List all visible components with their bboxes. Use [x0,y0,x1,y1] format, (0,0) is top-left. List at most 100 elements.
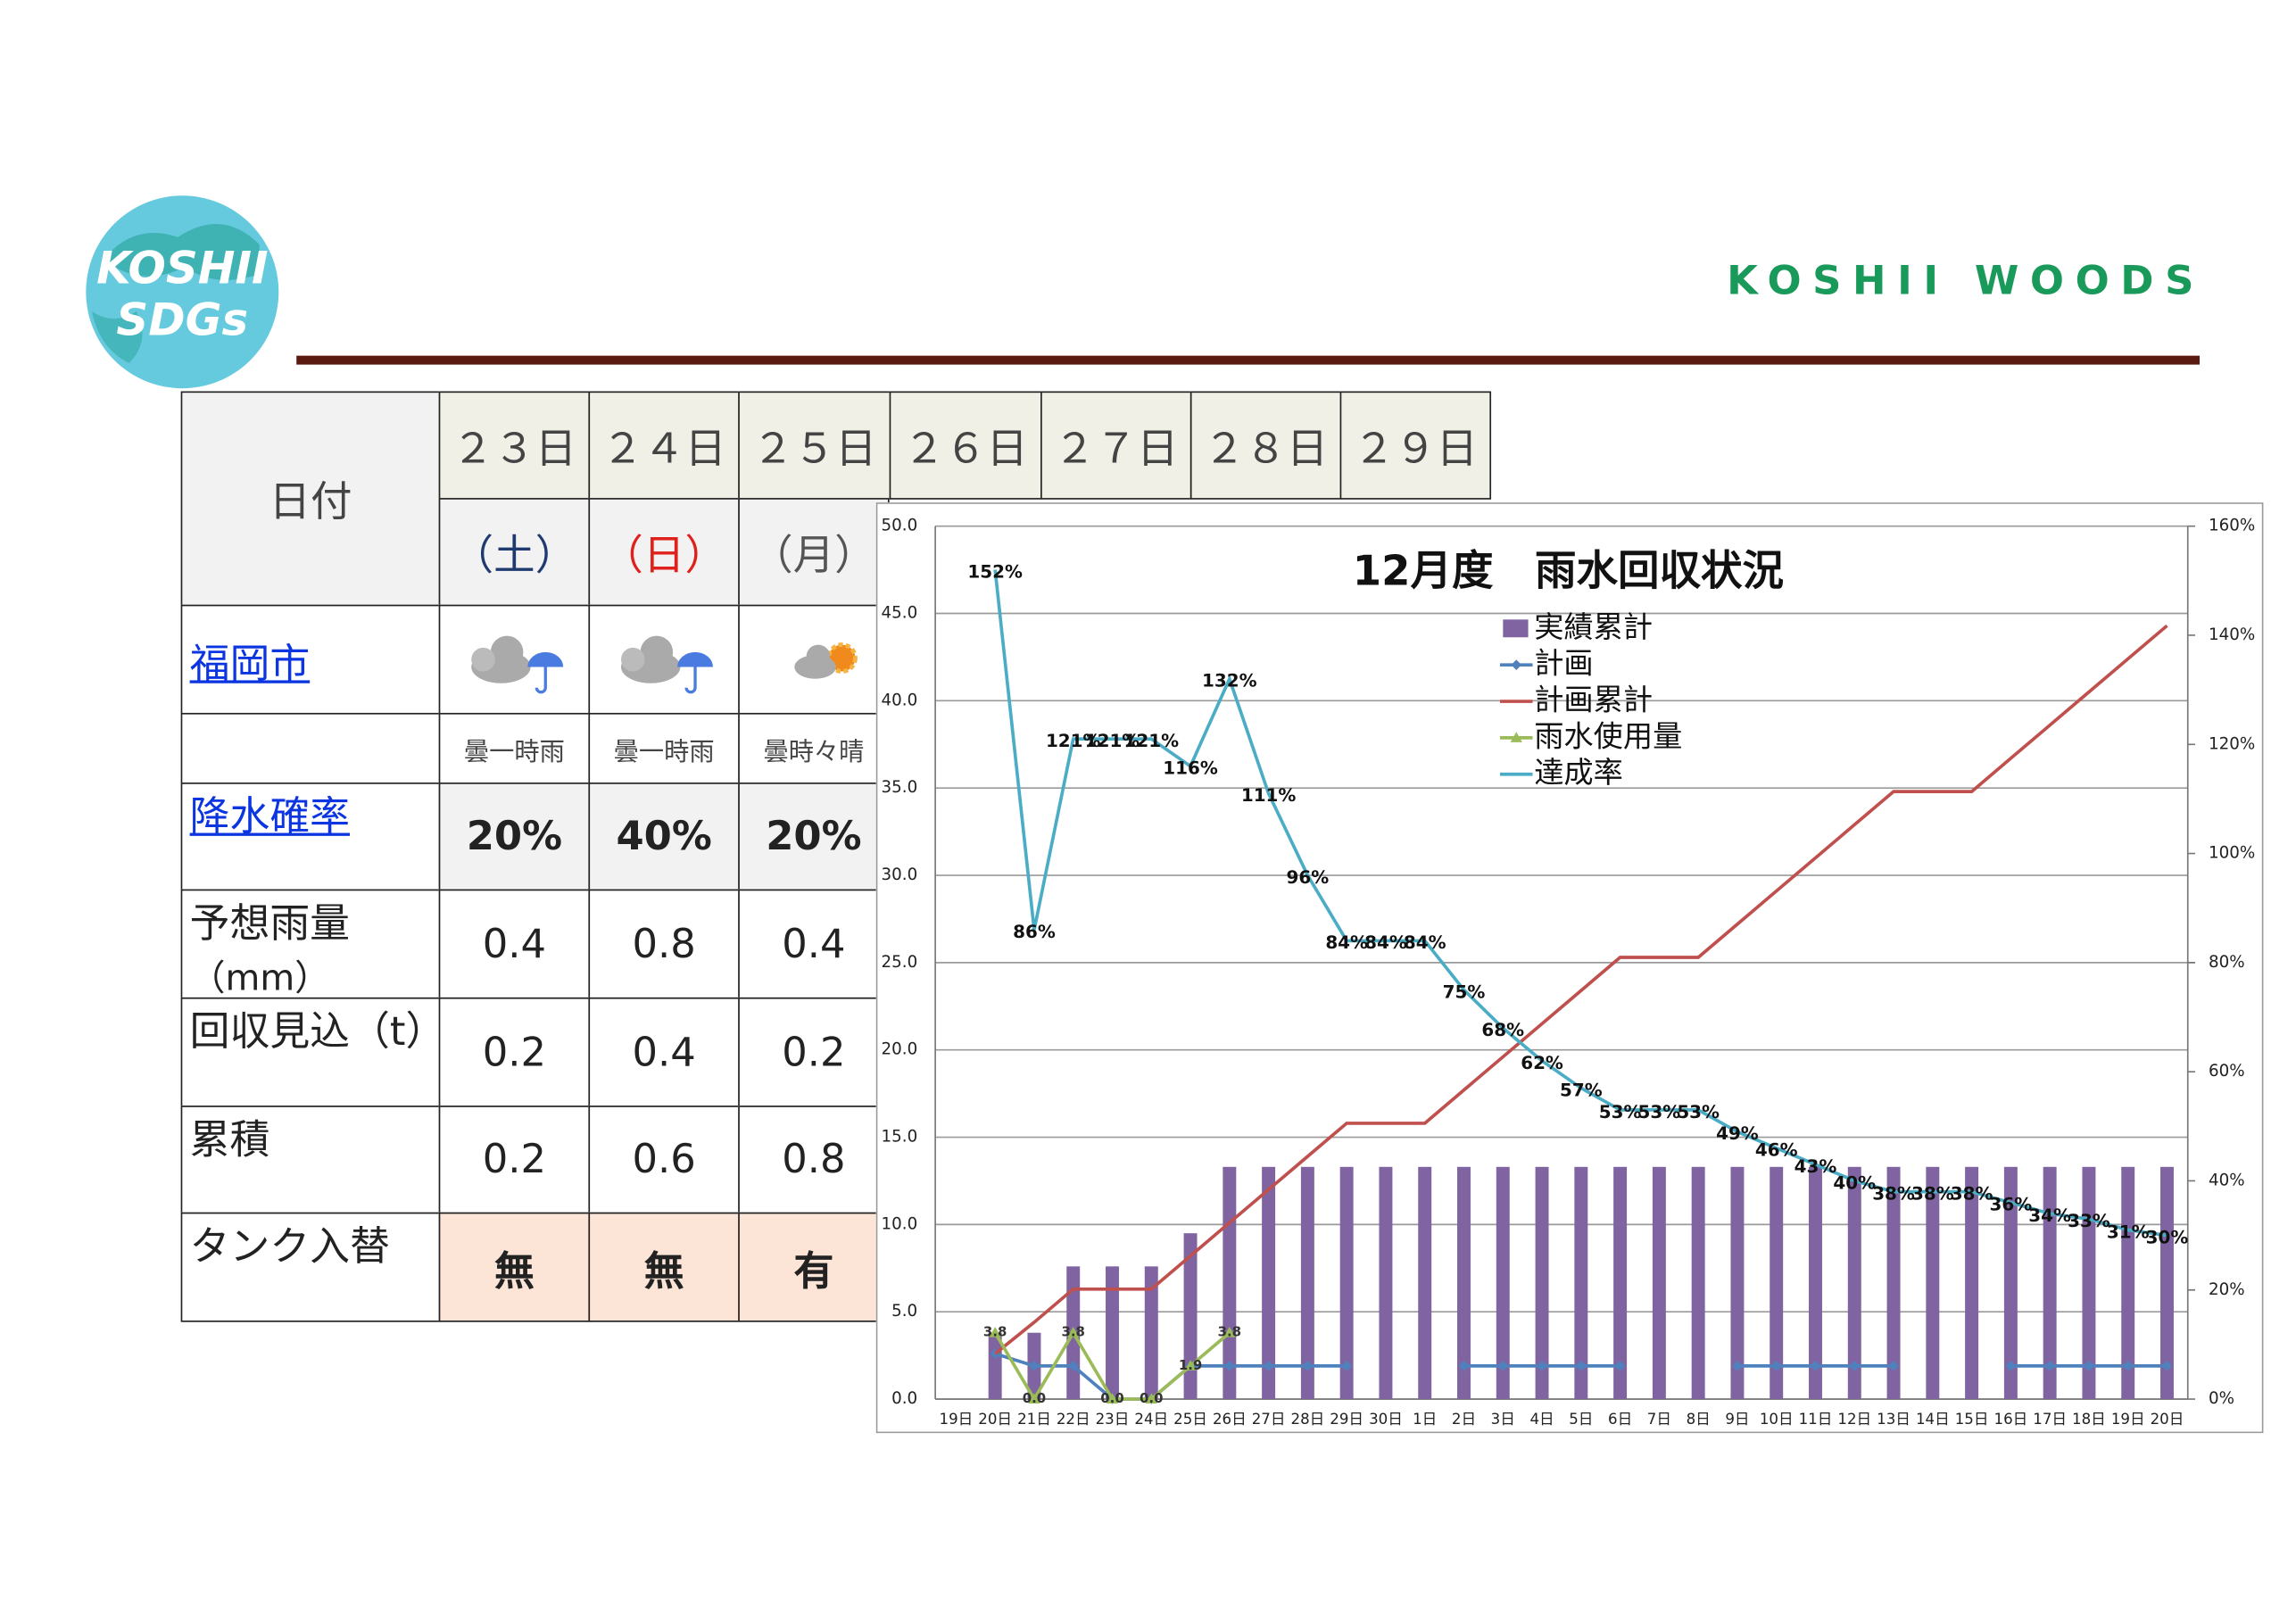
bar [2160,1166,2174,1400]
icon-cell [588,604,740,715]
x-tick-label: 26日 [1213,1411,1247,1428]
x-tick-label: 21日 [1017,1411,1051,1428]
x-tick-label: 28日 [1291,1411,1325,1428]
y-tick-label: 10.0 [882,1214,918,1233]
x-tick-label: 27日 [1252,1411,1286,1428]
data-label: 68% [1481,1020,1524,1040]
y-tick-label: 35.0 [882,778,918,797]
x-tick-label: 6日 [1608,1411,1632,1428]
x-tick-label: 19日 [940,1411,974,1428]
data-label: 0.0 [1100,1390,1123,1406]
row-label: 回収見込（t） [180,997,445,1107]
city-link[interactable]: 福岡市 [189,641,311,687]
date: ２５日 [738,391,891,500]
logo-shape [91,311,143,363]
legend-label: 達成率 [1534,755,1623,790]
x-tick-label: 15日 [1955,1411,1989,1428]
data-label: 3.8 [1061,1324,1084,1340]
x-tick-label: 23日 [1096,1411,1130,1428]
y2-tick-label: 120% [2209,734,2255,753]
bar [1730,1166,1745,1400]
data-label: 111% [1241,785,1297,806]
data-label: 31% [2107,1221,2150,1242]
data-label: 33% [2068,1211,2110,1231]
bar [1886,1166,1901,1400]
row-value: 有 [738,1212,890,1322]
bar [1965,1166,1979,1400]
bar [1106,1266,1119,1400]
x-tick-label: 20日 [2151,1411,2184,1428]
x-tick-label: 9日 [1725,1411,1749,1428]
data-label: 0.0 [1140,1390,1163,1406]
data-label: 38% [1951,1184,1993,1205]
date: ２７日 [1040,391,1192,500]
weekday: （月） [738,498,890,607]
x-tick-label: 18日 [2072,1411,2106,1428]
data-label: 84% [1364,932,1407,953]
data-label: 152% [967,561,1023,582]
y-tick-label: 20.0 [882,1040,918,1059]
row-label-text: 予想雨量 [189,900,351,948]
data-label: 62% [1521,1053,1563,1073]
bar [1496,1166,1510,1400]
date: ２８日 [1189,391,1342,500]
data-label: 57% [1560,1080,1603,1100]
y-tick-label: 40.0 [882,691,918,709]
data-label: 1.9 [1179,1357,1202,1373]
bar [1926,1166,1940,1400]
data-label: 121% [1124,731,1180,751]
y-tick-label: 25.0 [882,953,918,972]
data-label: 75% [1443,981,1486,1002]
brand: KOSHII WOODS [1727,256,2198,303]
row-label-text[interactable]: 降水確率 [189,794,351,840]
logo-shape [104,224,260,280]
y-tick-label: 15.0 [882,1128,918,1147]
x-tick-label: 20日 [978,1411,1012,1428]
y-tick-label: 5.0 [891,1302,917,1321]
weather: 曇一時雨 [438,712,591,784]
data-label: 38% [1872,1184,1915,1205]
x-tick-label: 4日 [1529,1411,1554,1428]
data-label: 34% [2028,1205,2071,1226]
row-value: 0.8 [588,889,740,999]
x-tick-label: 13日 [1877,1411,1911,1428]
legend-swatch [1503,619,1529,638]
row-value: 40% [588,783,740,891]
row-unit: （mm） [189,957,331,999]
data-label: 53% [1599,1102,1642,1122]
data-label: 38% [1911,1184,1954,1205]
x-tick-label: 24日 [1134,1411,1168,1428]
row-value: 0.2 [438,997,591,1107]
x-tick-label: 25日 [1173,1411,1207,1428]
bar [2121,1166,2135,1400]
weather: 曇一時雨 [588,712,740,784]
bar [1183,1233,1198,1400]
bar [1691,1166,1705,1400]
icon-cell [738,604,890,715]
marker [1145,1393,1157,1404]
row-value: 0.4 [738,889,890,999]
legend-label: 計画累計 [1534,683,1653,717]
legend-label: 計画 [1534,646,1593,681]
data-label: 96% [1287,867,1330,888]
logo-text: SDGs [116,294,248,346]
row-value: 0.2 [738,997,890,1107]
data-label: 121% [1046,731,1101,751]
divider [296,355,2201,365]
bar [1339,1166,1354,1400]
x-tick-label: 22日 [1057,1411,1090,1428]
line [994,624,2168,1355]
x-tick-label: 17日 [2033,1411,2067,1428]
x-tick-label: 2日 [1452,1411,1476,1428]
bar [2082,1166,2096,1400]
row-label: 予想雨量 （mm） [180,889,441,999]
data-label: 53% [1638,1102,1681,1122]
bar [1144,1266,1158,1400]
bar [1457,1166,1471,1400]
y2-tick-label: 60% [2209,1062,2245,1081]
row-value: 20% [438,783,591,891]
row-label-text: 累積 [189,1117,270,1163]
